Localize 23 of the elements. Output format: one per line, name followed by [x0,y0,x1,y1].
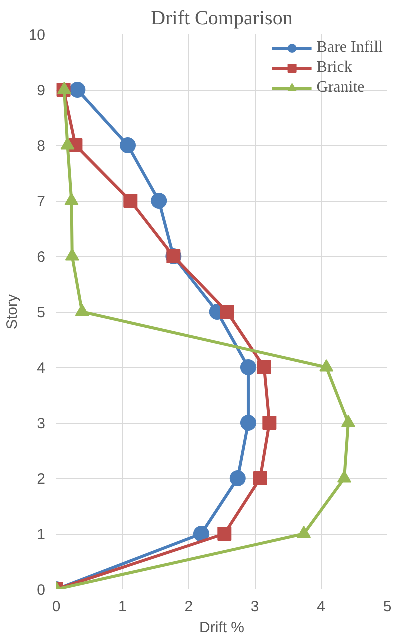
y-tick-label: 8 [37,138,46,155]
y-tick-label: 0 [37,582,46,599]
y-axis-title: Story [4,294,21,330]
y-tick-label: 1 [37,526,46,544]
y-tick-label: 9 [37,82,46,100]
x-tick-label: 4 [317,598,326,616]
x-axis-title: Drift % [200,620,244,636]
legend-label: Granite [316,79,365,97]
legend-label: Brick [316,59,352,77]
chart-title: Drift Comparison [151,8,293,30]
y-tick-label: 7 [37,194,46,210]
legend-label: Bare Infill [316,39,383,57]
x-tick-label: 2 [184,598,194,616]
y-tick-label: 6 [37,249,46,266]
y-tick-label: 10 [28,27,46,44]
y-tick-label: 5 [37,304,46,322]
y-tick-label: 3 [37,416,46,432]
x-tick-label: 3 [250,598,260,616]
y-tick-label: 4 [37,360,46,377]
x-tick-label: 5 [383,598,392,616]
x-tick-label: 0 [52,598,61,616]
x-tick-label: 1 [118,598,127,616]
y-tick-label: 2 [37,471,46,488]
